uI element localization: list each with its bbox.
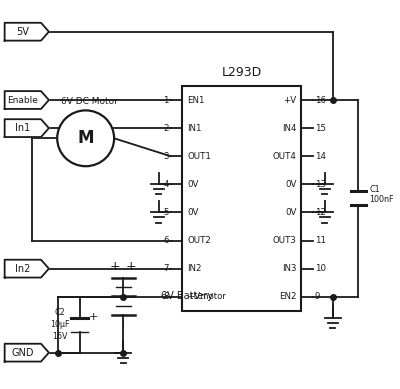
- Text: 8: 8: [163, 292, 169, 301]
- Text: Enable: Enable: [7, 96, 38, 105]
- Text: 0V: 0V: [285, 208, 296, 217]
- Text: 11: 11: [315, 236, 326, 245]
- Polygon shape: [5, 260, 49, 277]
- Text: 5V: 5V: [16, 27, 29, 37]
- Text: IN2: IN2: [187, 264, 202, 273]
- Circle shape: [57, 110, 114, 166]
- Text: +: +: [89, 312, 98, 322]
- Text: 9: 9: [315, 292, 320, 301]
- Text: EN2: EN2: [279, 292, 296, 301]
- Text: 6: 6: [163, 236, 169, 245]
- Text: C1
100nF: C1 100nF: [369, 185, 394, 204]
- Text: 12: 12: [315, 208, 326, 217]
- Text: M: M: [78, 129, 94, 147]
- Text: 10: 10: [315, 264, 326, 273]
- Text: +: +: [126, 260, 136, 273]
- Text: OUT4: OUT4: [272, 152, 296, 161]
- Text: 0V: 0V: [285, 180, 296, 189]
- Text: 2: 2: [163, 124, 169, 133]
- Text: 14: 14: [315, 152, 326, 161]
- Text: OUT1: OUT1: [187, 152, 211, 161]
- Polygon shape: [5, 91, 49, 109]
- Text: OUT2: OUT2: [187, 236, 211, 245]
- Text: 0V: 0V: [187, 180, 198, 189]
- Text: IN1: IN1: [187, 124, 202, 133]
- Text: 4: 4: [163, 180, 169, 189]
- Text: GND: GND: [12, 348, 34, 357]
- Polygon shape: [5, 119, 49, 137]
- Text: 7: 7: [163, 264, 169, 273]
- Text: In1: In1: [15, 123, 30, 133]
- Text: 6V DC Motor: 6V DC Motor: [61, 97, 118, 106]
- Text: 6V Battery: 6V Battery: [161, 291, 213, 301]
- Text: +V: +V: [283, 96, 296, 105]
- Bar: [182, 86, 301, 311]
- Text: 16: 16: [315, 96, 326, 105]
- Text: 15: 15: [315, 124, 326, 133]
- Text: I: I: [122, 321, 125, 331]
- Polygon shape: [5, 23, 49, 40]
- Text: 1: 1: [163, 96, 169, 105]
- Text: 13: 13: [315, 180, 326, 189]
- Text: C2
10µF
16V: C2 10µF 16V: [50, 308, 70, 341]
- Text: OUT3: OUT3: [272, 236, 296, 245]
- Text: In2: In2: [15, 264, 30, 273]
- Text: +Vmotor: +Vmotor: [187, 292, 226, 301]
- Text: IN3: IN3: [282, 264, 296, 273]
- Text: IN4: IN4: [282, 124, 296, 133]
- Text: 3: 3: [163, 152, 169, 161]
- Text: 0V: 0V: [187, 208, 198, 217]
- Text: +: +: [110, 260, 121, 273]
- Text: EN1: EN1: [187, 96, 205, 105]
- Text: L293D: L293D: [222, 66, 262, 79]
- Polygon shape: [5, 344, 49, 361]
- Text: 5: 5: [163, 208, 169, 217]
